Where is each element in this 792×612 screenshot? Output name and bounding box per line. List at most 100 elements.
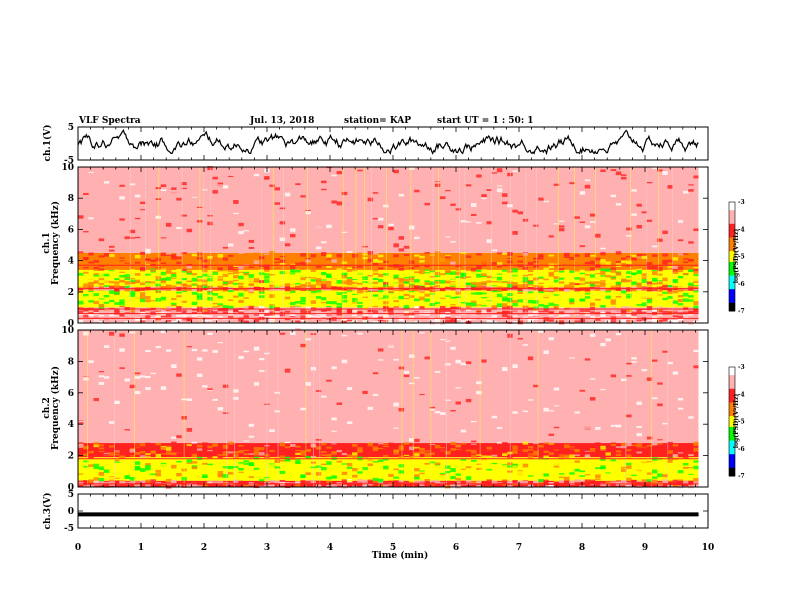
- spectral-speckle: [626, 283, 632, 285]
- spectral-speckle: [538, 478, 544, 483]
- spectral-speckle: [150, 259, 156, 262]
- spectral-speckle: [574, 279, 580, 281]
- spectral-speckle: [310, 309, 317, 312]
- colorbar-segment: [729, 407, 735, 412]
- spectral-speckle: [677, 268, 684, 273]
- spectral-speckle: [191, 305, 198, 308]
- spectral-speckle: [512, 463, 518, 468]
- spectral-speckle: [202, 268, 208, 273]
- spectral-speckle: [408, 466, 415, 471]
- spectral-speckle: [145, 273, 151, 276]
- spectral-speckle: [693, 482, 699, 487]
- colorbar-segment: [729, 231, 735, 236]
- spectral-speckle: [336, 267, 343, 271]
- spectral-speckle: [543, 267, 549, 272]
- spectral-speckle: [321, 188, 327, 191]
- spectral-speckle: [362, 192, 368, 197]
- spectral-speckle: [646, 297, 653, 300]
- spectral-speckle: [129, 229, 136, 234]
- spectral-speckle: [465, 318, 472, 322]
- spectral-speckle: [491, 476, 498, 479]
- spectral-speckle: [491, 296, 498, 299]
- spectral-speckle: [388, 303, 394, 308]
- spectral-speckle: [605, 274, 611, 278]
- spectral-speckle: [134, 313, 141, 316]
- spectral-speckle: [238, 484, 244, 488]
- spectral-speckle: [631, 469, 637, 471]
- spectral-speckle: [352, 281, 358, 285]
- spectral-speckle: [186, 469, 193, 471]
- spectral-speckle: [377, 225, 384, 229]
- spectral-speckle: [377, 459, 384, 463]
- spectral-speckle: [693, 465, 699, 470]
- spectral-speckle: [631, 346, 637, 349]
- spectral-speckle: [615, 453, 622, 457]
- spectral-speckle: [465, 276, 472, 278]
- spectral-speckle: [419, 430, 425, 434]
- spectral-speckle: [274, 459, 280, 463]
- spectral-speckle: [683, 463, 689, 466]
- spectral-speckle: [186, 484, 193, 489]
- spectral-speckle: [88, 312, 94, 314]
- spectral-speckle: [295, 483, 301, 487]
- spectral-speckle: [212, 319, 218, 323]
- spectral-speckle: [124, 378, 131, 382]
- spectral-speckle: [662, 283, 668, 288]
- spectral-speckle: [83, 295, 89, 300]
- spectral-speckle: [615, 296, 622, 298]
- spectral-speckle: [284, 283, 291, 286]
- spectral-speckle: [393, 358, 399, 361]
- spectral-speckle: [258, 383, 265, 388]
- spectral-speckle: [321, 311, 327, 315]
- spectral-speckle: [476, 390, 482, 395]
- spectral-speckle: [693, 267, 699, 272]
- spectral-speckle: [517, 284, 524, 287]
- spectral-speckle: [93, 444, 99, 448]
- spectral-speckle: [693, 305, 699, 309]
- spectral-speckle: [610, 263, 617, 265]
- spectral-speckle: [155, 315, 162, 319]
- spectral-speckle: [419, 225, 425, 227]
- spectral-speckle: [217, 390, 224, 393]
- spectral-speckle: [383, 314, 389, 318]
- sferic-streak: [630, 167, 631, 323]
- spectral-speckle: [538, 285, 544, 288]
- spectral-speckle: [269, 464, 275, 468]
- spectral-speckle: [502, 303, 508, 307]
- spectral-speckle: [150, 281, 156, 283]
- spectral-speckle: [677, 317, 684, 321]
- spectral-speckle: [331, 174, 337, 177]
- spectral-speckle: [393, 482, 399, 484]
- spectral-speckle: [341, 286, 348, 289]
- spectral-speckle: [243, 253, 249, 256]
- spectral-speckle: [191, 217, 198, 221]
- spectral-speckle: [119, 302, 125, 306]
- spectral-speckle: [672, 315, 679, 318]
- spectral-speckle: [652, 282, 658, 285]
- spectral-speckle: [424, 261, 430, 264]
- spectral-speckle: [129, 269, 136, 271]
- spectral-speckle: [693, 301, 699, 306]
- colorbar-tick-label: -4: [738, 391, 745, 398]
- spectral-speckle: [109, 254, 115, 257]
- spectral-speckle: [377, 467, 384, 469]
- spectral-speckle: [207, 215, 213, 217]
- spectral-speckle: [352, 293, 358, 295]
- spectral-speckle: [527, 273, 534, 276]
- spectral-speckle: [558, 228, 565, 232]
- spectral-speckle: [140, 201, 146, 205]
- spectral-speckle: [553, 449, 560, 453]
- spectral-speckle: [284, 315, 291, 318]
- spectral-speckle: [434, 295, 441, 297]
- colorbar-segment: [729, 459, 735, 463]
- colorbar-segment: [729, 253, 735, 257]
- spectral-speckle: [683, 253, 689, 255]
- spectral-speckle: [83, 479, 89, 482]
- spectral-speckle: [134, 481, 141, 483]
- spectral-speckle: [620, 315, 627, 317]
- spectral-speckle: [652, 448, 658, 452]
- spectral-speckle: [631, 452, 637, 457]
- spectral-speckle: [88, 479, 94, 483]
- spectral-speckle: [186, 288, 193, 291]
- spectral-speckle: [672, 415, 679, 418]
